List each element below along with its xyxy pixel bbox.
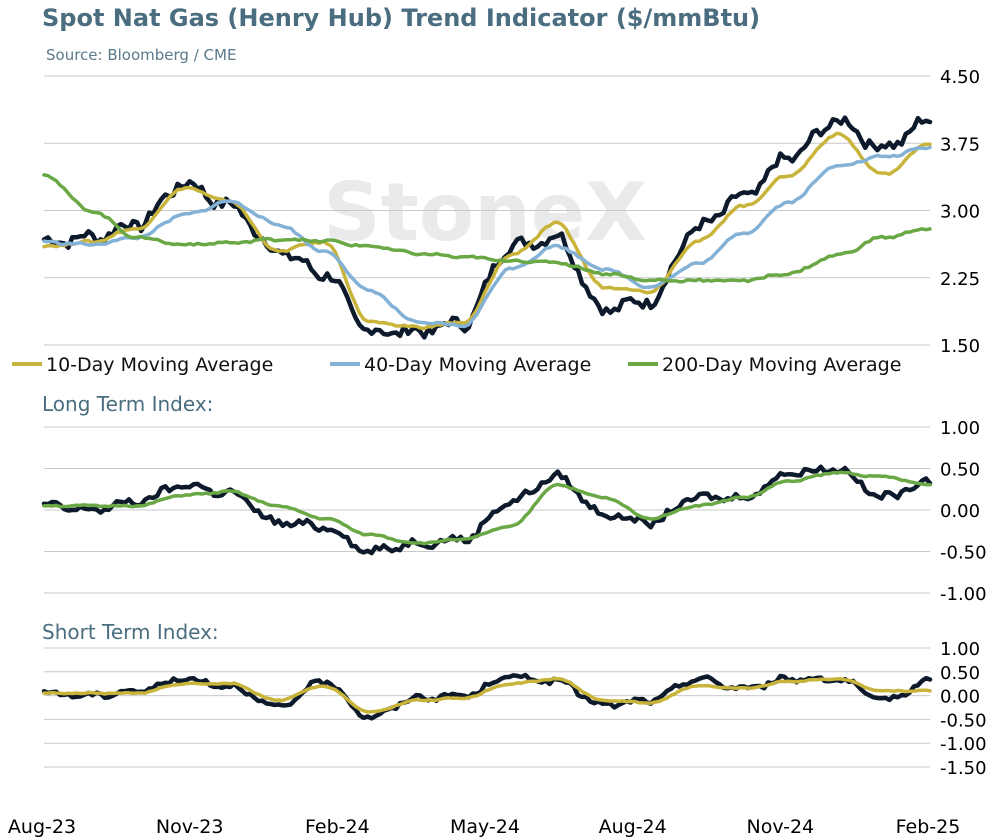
y-tick-label-short: 0.00 bbox=[940, 687, 980, 708]
legend-label: 200-Day Moving Average bbox=[662, 354, 901, 376]
short-term-index-title: Short Term Index: bbox=[42, 620, 219, 644]
x-tick-label: May-24 bbox=[450, 816, 520, 838]
chart-title: Spot Nat Gas (Henry Hub) Trend Indicator… bbox=[42, 4, 761, 32]
y-tick-label-price: 3.75 bbox=[940, 134, 980, 155]
y-tick-label-price: 3.00 bbox=[940, 202, 980, 223]
y-tick-label-long: -1.00 bbox=[940, 584, 987, 605]
series-line-short-1 bbox=[42, 676, 932, 714]
y-tick-label-long: 0.00 bbox=[940, 501, 980, 522]
x-tick-label: Aug-24 bbox=[599, 816, 667, 838]
series-line-price-0 bbox=[41, 115, 933, 340]
x-tick-label: Aug-23 bbox=[8, 816, 76, 838]
series-line-price-1 bbox=[42, 131, 932, 331]
series-line-price-3 bbox=[42, 173, 932, 284]
y-tick-label-price: 4.50 bbox=[940, 67, 980, 88]
x-tick-label: Feb-24 bbox=[305, 816, 370, 838]
chart-source: Source: Bloomberg / CME bbox=[46, 46, 237, 64]
y-tick-label-short: -1.00 bbox=[940, 734, 987, 755]
series-line-long-0 bbox=[41, 464, 933, 556]
series-line-short-0 bbox=[41, 672, 933, 721]
y-tick-label-price: 2.25 bbox=[940, 269, 980, 290]
x-tick-label: Nov-24 bbox=[747, 816, 815, 838]
series-line-price-2 bbox=[42, 145, 932, 329]
y-tick-label-short: 0.50 bbox=[940, 663, 980, 684]
watermark-logo: StoneX bbox=[323, 166, 647, 259]
y-tick-label-short: -1.50 bbox=[940, 758, 987, 779]
y-tick-label-long: -0.50 bbox=[940, 543, 987, 564]
y-tick-label-long: 0.50 bbox=[940, 460, 980, 481]
x-tick-label: Nov-23 bbox=[156, 816, 224, 838]
y-tick-label-long: 1.00 bbox=[940, 418, 980, 439]
long-term-index-title: Long Term Index: bbox=[42, 392, 214, 416]
y-tick-label-short: 1.00 bbox=[940, 639, 980, 660]
x-tick-label: Feb-25 bbox=[896, 816, 961, 838]
legend-label: 40-Day Moving Average bbox=[364, 354, 591, 376]
y-tick-label-price: 1.50 bbox=[940, 336, 980, 357]
y-tick-label-short: -0.50 bbox=[940, 710, 987, 731]
legend-label: 10-Day Moving Average bbox=[46, 354, 273, 376]
series-line-long-1 bbox=[42, 470, 932, 546]
